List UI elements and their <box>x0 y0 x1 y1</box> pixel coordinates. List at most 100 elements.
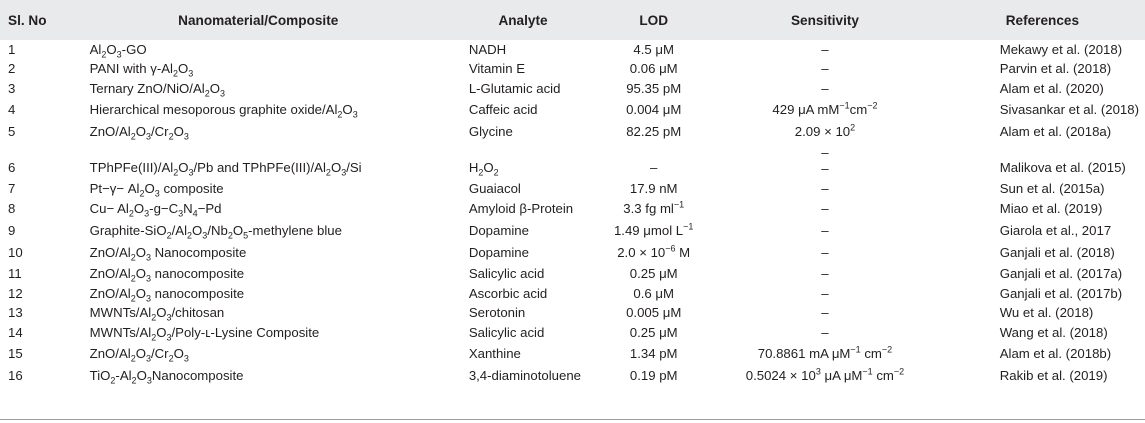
cell-sensitivity: 429 μA mM−1cm−2 <box>772 100 878 117</box>
cell-sensitivity: – <box>821 80 829 96</box>
cell-sensitivity: 2.09 × 102 <box>794 122 856 139</box>
cell-sensitivity: – <box>821 61 829 77</box>
cell-analyte: Xanthine <box>468 345 521 361</box>
header-nanomaterial: Nanomaterial/Composite <box>178 12 339 28</box>
cell-sensitivity: – <box>821 41 829 57</box>
cell-sl-no: 10 <box>8 245 23 261</box>
cell-lod: 0.005 μM <box>626 305 682 321</box>
cell-lod: 0.25 μM <box>629 324 678 340</box>
table-bottom-rule <box>0 419 1145 420</box>
cell-sl-no: 9 <box>8 223 16 239</box>
table-row: 3 Ternary ZnO/NiO/Al2O3 L-Glutamic acid 95.… <box>0 79 1145 99</box>
table-body: 1 Al2O3-GO NADH 4.5 μM – Mekawy et al. (2018)… <box>0 40 1145 387</box>
sensitivity-dash: – <box>821 144 829 160</box>
cell-reference: Parvin et al. (2018) <box>999 61 1112 77</box>
cell-reference: Ganjali et al. (2018) <box>999 245 1115 261</box>
cell-reference: Giarola et al., 2017 <box>999 223 1112 239</box>
table-row: 9 Graphite-SiO2/Al2O3/Nb2O5-methylene blu… <box>0 220 1145 242</box>
cell-reference: Miao et al. (2019) <box>999 201 1103 217</box>
cell-nanomaterial: MWNTs/Al2O3/chitosan <box>89 305 225 323</box>
cell-sensitivity: – <box>821 324 829 340</box>
cell-analyte: Salicylic acid <box>468 266 545 282</box>
cell-sensitivity: – <box>821 223 829 239</box>
cell-lod: 4.5 μM <box>633 41 674 57</box>
cell-lod: 0.004 μM <box>626 101 682 117</box>
cell-lod: – <box>650 159 658 175</box>
header-row: Sl. No Nanomaterial/Composite Analyte LO… <box>0 0 1145 40</box>
table-row: 2 PANI with γ-Al2O3 Vitamin E 0.06 μM – Parvi… <box>0 60 1145 80</box>
cell-lod: 0.06 μM <box>629 61 678 77</box>
cell-sl-no: 14 <box>8 324 23 340</box>
cell-analyte: 3,4-diaminotoluene <box>468 367 581 383</box>
cell-sl-no: 11 <box>8 266 22 282</box>
table-row: 11 ZnO/Al2O3 nanocomposite Salicylic acid 0… <box>0 264 1145 284</box>
cell-lod: 2.0 × 10−6 M <box>617 243 691 261</box>
cell-analyte: Vitamin E <box>468 61 526 77</box>
table-row: 13 MWNTs/Al2O3/chitosan Serotonin 0.005 μM –… <box>0 304 1145 324</box>
cell-reference: Wang et al. (2018) <box>999 324 1108 340</box>
cell-lod: 95.35 pM <box>626 80 682 96</box>
cell-nanomaterial: Al2O3-GO <box>89 41 147 60</box>
cell-reference: Alam et al. (2018b) <box>999 345 1112 361</box>
cell-sl-no: 3 <box>8 80 16 96</box>
cell-lod: 0.19 pM <box>629 367 678 383</box>
sensitivity-dash: – <box>821 160 829 176</box>
cell-sl-no: 5 <box>8 123 16 139</box>
cell-reference: Malikova et al. (2015) <box>999 159 1126 175</box>
table-row: 1 Al2O3-GO NADH 4.5 μM – Mekawy et al. (2018) <box>0 40 1145 60</box>
cell-sensitivity: – <box>821 180 829 196</box>
cell-analyte: Ascorbic acid <box>468 285 548 301</box>
header-lod: LOD <box>639 12 669 28</box>
cell-nanomaterial: TiO2-Al2O3Nanocomposite <box>89 367 244 386</box>
cell-sl-no: 2 <box>8 61 16 77</box>
cell-nanomaterial: ZnO/Al2O3 Nanocomposite <box>89 245 247 264</box>
cell-sl-no: 16 <box>8 367 23 383</box>
cell-sl-no: 13 <box>8 305 23 321</box>
cell-analyte: Dopamine <box>468 245 529 261</box>
header-sl-no: Sl. No <box>8 12 47 28</box>
cell-sl-no: 6 <box>8 159 16 175</box>
cell-nanomaterial: ZnO/Al2O3/Cr2O3 <box>89 345 189 364</box>
cell-analyte: Glycine <box>468 123 513 139</box>
table-row: 14 MWNTs/Al2O3/Poly-ʟ-Lysine Composite Sal… <box>0 323 1145 343</box>
cell-analyte: L-Glutamic acid <box>468 80 561 96</box>
cell-sensitivity: 0.5024 × 103 μA μM−1 cm−2 <box>745 366 905 383</box>
cell-lod: 0.25 μM <box>629 266 678 282</box>
cell-sl-no: 15 <box>8 345 23 361</box>
table-row: 7 Pt−γ− Al2O3 composite Guaiacol 17.9 nM – Su… <box>0 179 1145 199</box>
cell-sl-no: 8 <box>8 201 16 217</box>
cell-analyte: NADH <box>468 41 507 57</box>
cell-nanomaterial: Hierarchical mesoporous graphite oxide/A… <box>89 101 358 120</box>
cell-sensitivity: – <box>821 201 829 217</box>
table-row: 4 Hierarchical mesoporous graphite oxide/… <box>0 99 1145 121</box>
cell-reference: Ganjali et al. (2017a) <box>999 266 1123 282</box>
table-row: 16 TiO2-Al2O3Nanocomposite 3,4-diaminotolu… <box>0 365 1145 387</box>
cell-sensitivity: – <box>821 266 829 282</box>
cell-nanomaterial: Cu− Al2O3-g−C3N4−Pd <box>89 201 222 220</box>
cell-sensitivity: 70.8861 mA μM−1 cm−2 <box>757 344 893 361</box>
cell-sensitivity: – <box>821 285 829 301</box>
cell-sensitivity: – <box>821 305 829 321</box>
cell-sl-no: 1 <box>8 41 16 57</box>
cell-lod: 1.49 μmol L−1 <box>613 221 694 239</box>
cell-analyte: H2O2 <box>468 159 499 178</box>
cell-nanomaterial: TPhPFe(III)/Al2O3/Pb and TPhPFe(III)/Al2… <box>89 159 362 178</box>
header-references: References <box>1005 12 1080 28</box>
cell-reference: Sun et al. (2015a) <box>999 180 1105 196</box>
cell-lod: 0.6 μM <box>633 285 674 301</box>
header-sensitivity: Sensitivity <box>790 12 859 28</box>
data-table: Sl. No Nanomaterial/Composite Analyte LO… <box>0 0 1145 387</box>
cell-nanomaterial: ZnO/Al2O3 nanocomposite <box>89 285 245 304</box>
table-row: 5 ZnO/Al2O3/Cr2O3 Glycine 82.25 pM 2.09 × 10… <box>0 121 1145 143</box>
cell-reference: Rakib et al. (2019) <box>999 367 1108 383</box>
cell-sensitivity: – <box>821 245 829 261</box>
cell-nanomaterial: ZnO/Al2O3/Cr2O3 <box>89 123 189 142</box>
cell-reference: Alam et al. (2018a) <box>999 123 1112 139</box>
cell-analyte: Caffeic acid <box>468 101 538 117</box>
cell-sensitivity: – – <box>710 143 939 179</box>
cell-sl-no: 4 <box>8 101 16 117</box>
cell-analyte: Guaiacol <box>468 180 521 196</box>
cell-reference: Alam et al. (2020) <box>999 80 1104 96</box>
table-row: 8 Cu− Al2O3-g−C3N4−Pd Amyloid β-Protein 3.3… <box>0 198 1145 220</box>
table-header: Sl. No Nanomaterial/Composite Analyte LO… <box>0 0 1145 40</box>
